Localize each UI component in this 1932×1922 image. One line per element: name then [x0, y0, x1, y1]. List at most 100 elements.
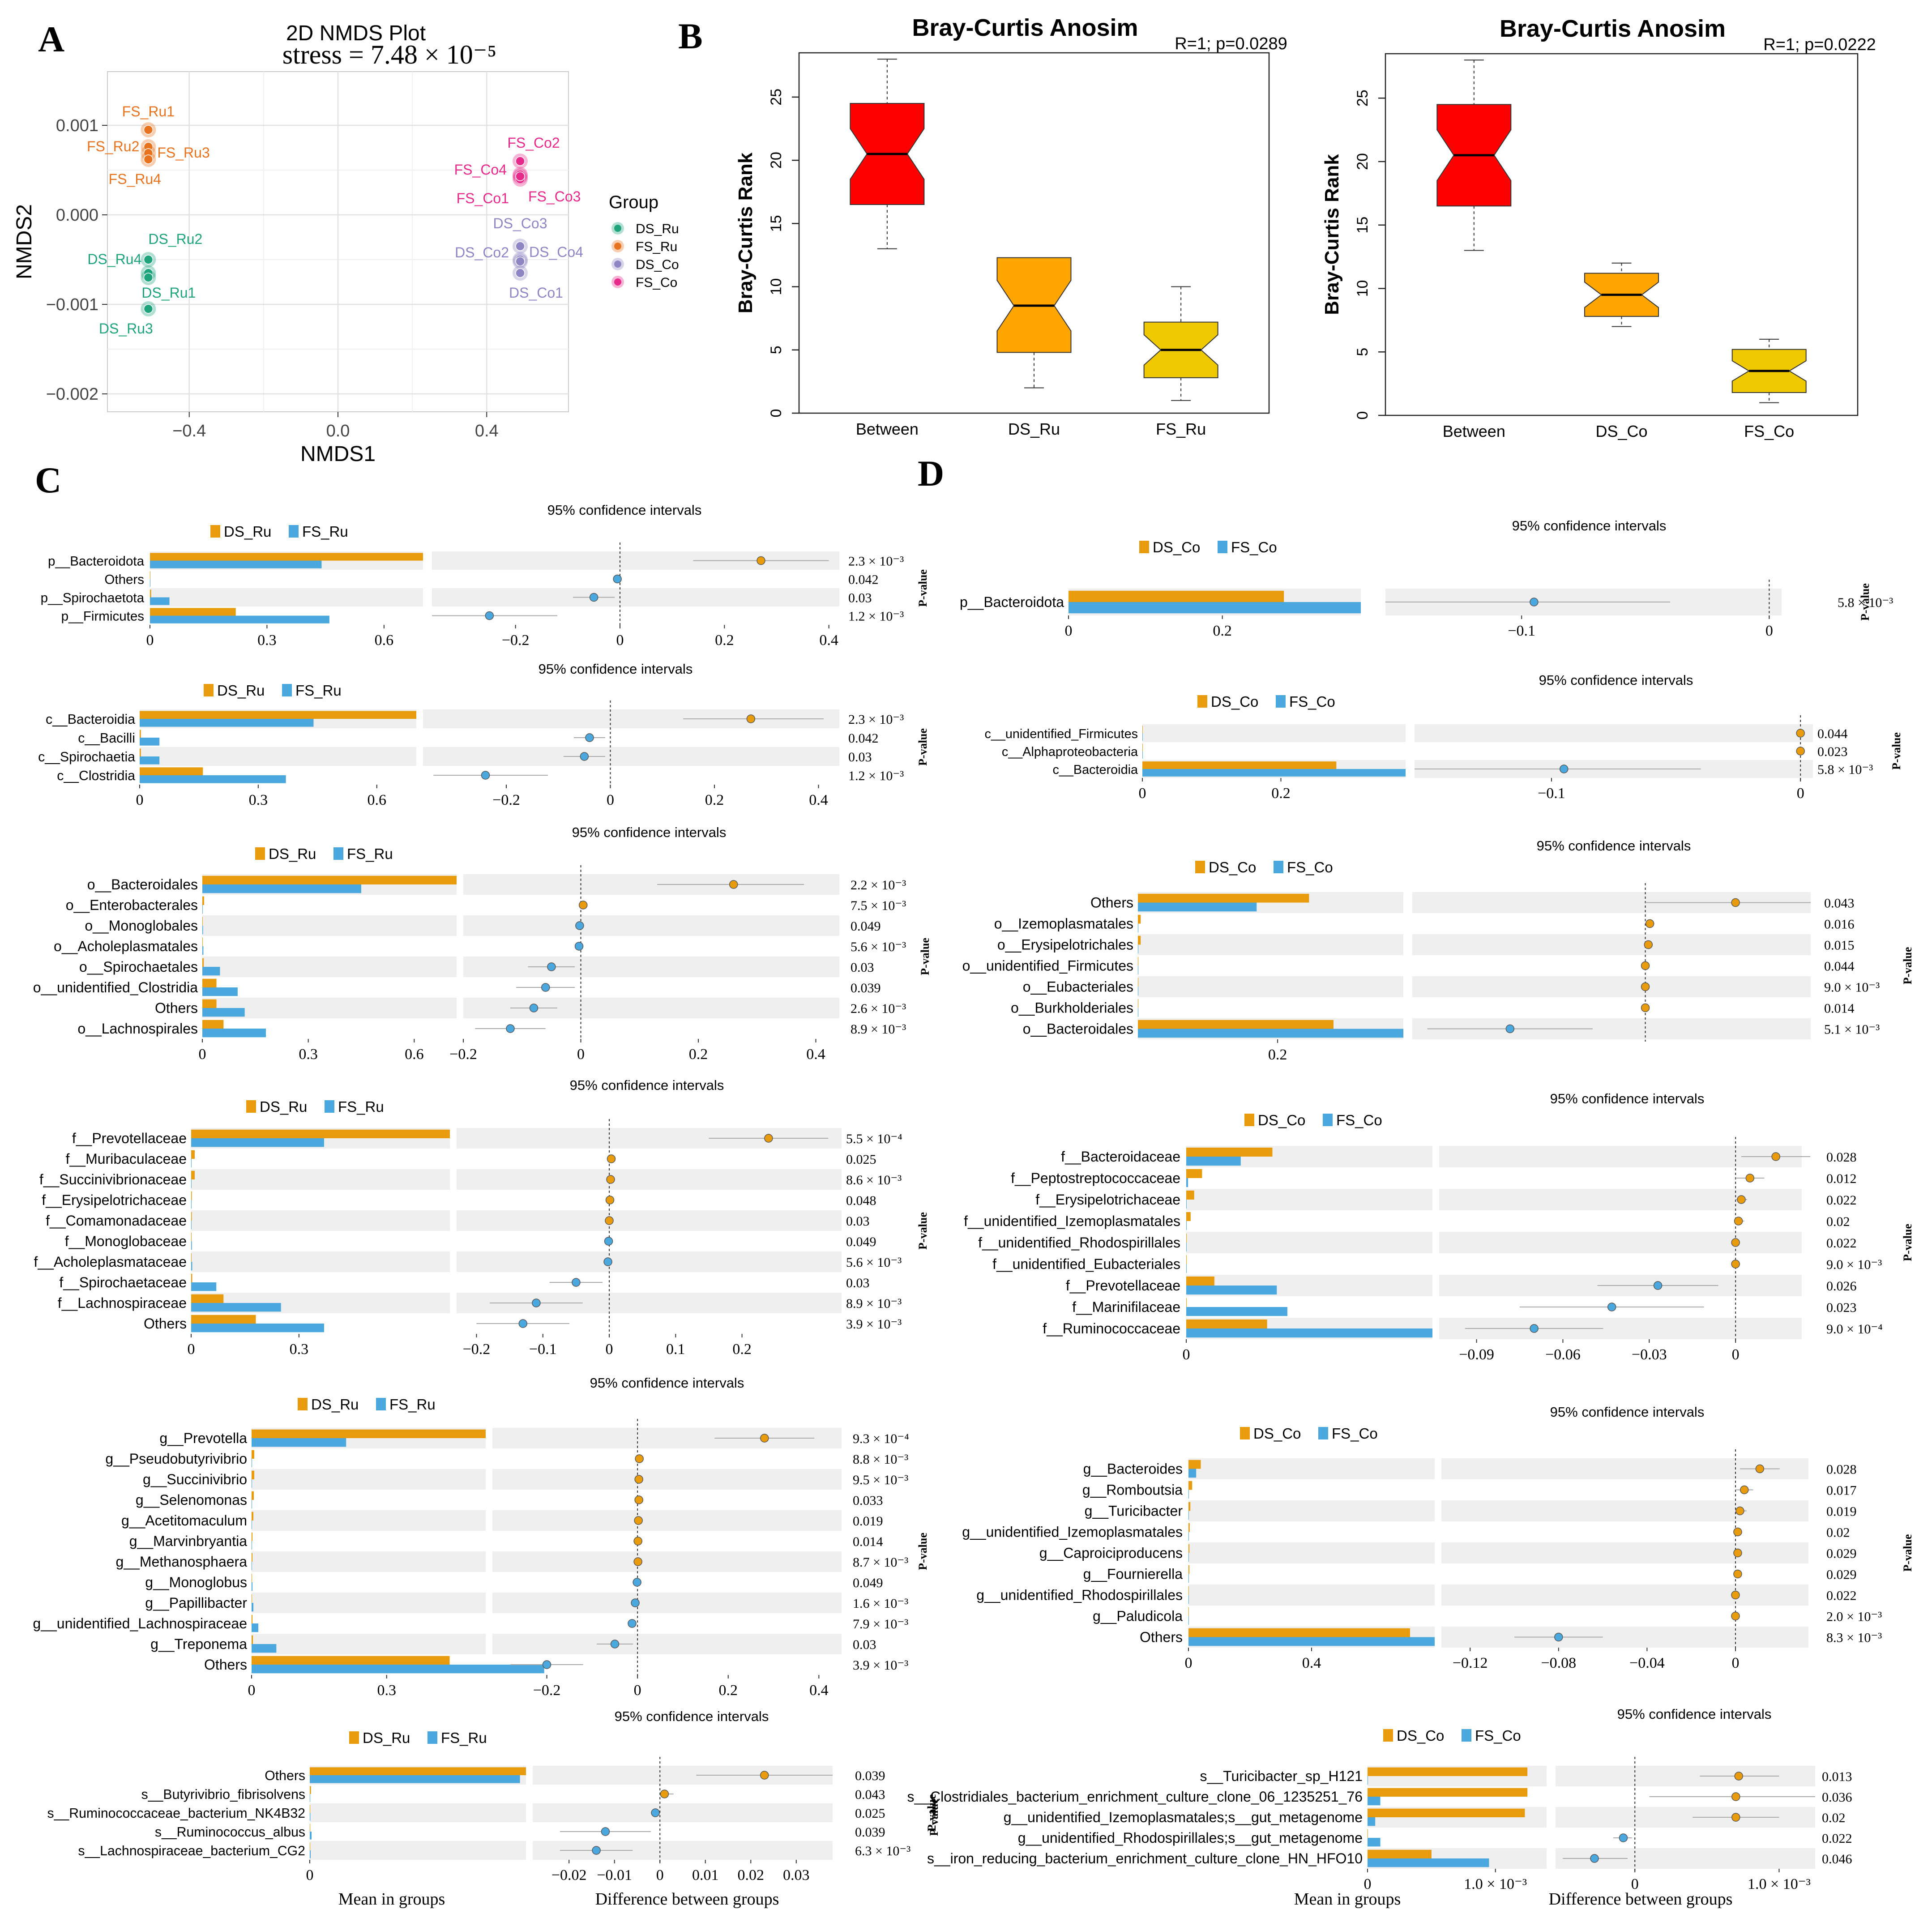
stamp-bar-b	[1188, 1511, 1189, 1520]
stamp-row-label: o__Bacteroidales	[87, 876, 198, 893]
stamp-p-value: 6.3 × 10⁻³	[855, 1844, 910, 1858]
stamp-bar-b	[202, 987, 238, 996]
stamp-bar-a	[1142, 726, 1143, 733]
stamp-row-label: o__Erysipelotrichales	[997, 937, 1133, 953]
stamp-row-bg	[140, 747, 416, 766]
stamp-mean-tick-label: 0	[1065, 623, 1073, 639]
stamp-diff-tick-label: 0.2	[719, 1682, 738, 1699]
stamp-p-value: 0.029	[1826, 1567, 1857, 1582]
stamp-bar-a	[1188, 1481, 1193, 1490]
stamp-bar-a	[1138, 914, 1141, 924]
stamp-diff-tick-label: −0.1	[1538, 785, 1565, 802]
stamp-diff-point	[592, 1846, 601, 1855]
stamp-p-value: 0.02	[1826, 1214, 1850, 1229]
stamp-bar-a	[1188, 1586, 1189, 1595]
stamp-bar-b	[1188, 1532, 1189, 1541]
stamp-bar-b	[1368, 1858, 1489, 1867]
stamp-row-bg	[1138, 976, 1403, 997]
stamp-bar-b	[202, 967, 220, 976]
stamp-chart-d3: 95% confidence intervals DS_Co FS_Co Others…	[962, 838, 1914, 1063]
stamp-diff-point	[529, 1004, 539, 1012]
stamp-row-label: o__Enterobacterales	[66, 897, 198, 913]
stamp-p-value: 0.026	[1826, 1279, 1857, 1294]
stamp-bar-a	[191, 1212, 192, 1221]
stamp-diff-point	[633, 1537, 642, 1546]
stamp-bar-b	[252, 1644, 277, 1653]
stamp-diff-point	[518, 1319, 528, 1328]
anosim-x-tick-label: FS_Ru	[1156, 420, 1206, 438]
panel-label-d: D	[918, 453, 944, 494]
stamp-diff-tick-label: −0.04	[1629, 1655, 1665, 1671]
stamp-row-label: o__Bacteroidales	[1023, 1021, 1133, 1037]
stamp-bar-b	[1188, 1490, 1189, 1499]
anosim-y-tick-label: 0	[768, 409, 785, 418]
stamp-bar-b	[140, 756, 160, 765]
stamp-row-label: c__Bacteroidia	[46, 712, 135, 727]
nmds-point-label: DS_Co4	[529, 244, 583, 260]
stamp-chart-d6: 95% confidence intervals DS_Co FS_Co s__Tur…	[907, 1706, 1852, 1892]
stamp-row-label: g__Turicibacter	[1085, 1503, 1183, 1519]
stamp-bar-a	[252, 1512, 254, 1521]
stamp-bar-a	[140, 711, 416, 719]
stamp-mean-tick-label: 0.2	[1213, 623, 1232, 639]
stamp-row-bg	[252, 1551, 486, 1572]
stamp-row-label: g__unidentified_Rhodospirillales	[976, 1587, 1183, 1603]
stamp-p-value: 2.0 × 10⁻³	[1826, 1610, 1882, 1624]
stamp-bar-a	[1138, 935, 1141, 945]
nmds-point-label: FS_Ru2	[87, 138, 139, 154]
stamp-row-bg	[1441, 1627, 1808, 1648]
stamp-bar-b	[1186, 1328, 1432, 1338]
stamp-row-bg	[533, 1803, 833, 1822]
stamp-row-label: g__Bacteroides	[1083, 1461, 1183, 1477]
stamp-legend-swatch-a	[349, 1731, 359, 1744]
stamp-mean-tick-label: 0.2	[1271, 785, 1291, 802]
stamp-diff-point	[633, 1578, 641, 1587]
stamp-diff-point	[605, 1216, 614, 1225]
stamp-diff-point	[757, 556, 765, 565]
stamp-diff-point	[760, 1434, 769, 1443]
stamp-row-bg	[1412, 976, 1811, 997]
stamp-pvalue-axis-label: P-value	[1901, 1534, 1914, 1572]
anosim-frame	[798, 52, 1270, 414]
stamp-bar-b	[1188, 1553, 1189, 1562]
anosim-ru-plot: Bray-Curtis Anosim R=1; p=0.0289 0 5 10 15 20 2…	[735, 14, 1287, 438]
panel-label-c: C	[35, 460, 61, 500]
stamp-diff-point	[1796, 729, 1805, 738]
stamp-ci-title: 95% confidence intervals	[570, 1077, 724, 1093]
stamp-diff-point	[1653, 1281, 1663, 1290]
stamp-diff-tick-label: 0.4	[819, 632, 838, 649]
stamp-diff-point	[634, 1516, 643, 1525]
stamp-mean-tick-label: 0	[248, 1682, 256, 1699]
stamp-row-bg	[1439, 1232, 1802, 1253]
stamp-row-label: g__Papillibacter	[145, 1595, 247, 1611]
stamp-p-value: 2.6 × 10⁻³	[851, 1001, 906, 1016]
stamp-diff-tick-label: 0.4	[806, 1046, 825, 1063]
stamp-row-label: f__unidentified_Rhodospirillales	[978, 1234, 1180, 1251]
stamp-diff-tick-label: 0	[606, 1341, 613, 1358]
stamp-row-label: c__Bacteroidia	[1053, 763, 1138, 777]
stamp-bar-b	[1138, 902, 1257, 912]
stamp-row-label: s__Lachnospiraceae_bacterium_CG2	[78, 1844, 305, 1858]
stamp-diff-point	[579, 901, 588, 910]
stamp-chart-c4: 95% confidence intervals DS_Ru FS_Ru f__Pre…	[34, 1077, 929, 1358]
stamp-diff-tick-label: 0	[1765, 623, 1773, 639]
stamp-p-value: 1.6 × 10⁻³	[853, 1596, 908, 1611]
stamp-diff-tick-label: 0	[607, 792, 614, 808]
nmds-x-tick-label: 0.4	[475, 422, 499, 440]
stamp-row-label: g__Pseudobutyrivibrio	[105, 1451, 247, 1467]
stamp-diff-point	[1796, 747, 1805, 756]
stamp-row-label: f__unidentified_Eubacteriales	[992, 1256, 1180, 1272]
stamp-bar-a	[202, 999, 217, 1008]
stamp-pvalue-axis-label: P-value	[1901, 1224, 1914, 1261]
stamp-bar-a	[202, 1020, 224, 1029]
stamp-bar-b	[1368, 1817, 1376, 1826]
stamp-p-value: 0.049	[846, 1234, 876, 1249]
stamp-legend-swatch-b	[1323, 1114, 1333, 1126]
nmds-point-label: FS_Co1	[457, 190, 509, 206]
stamp-p-value: 8.9 × 10⁻³	[851, 1022, 906, 1037]
nmds-legend-title: Group	[609, 192, 658, 212]
stamp-diff-point	[660, 1790, 669, 1798]
nmds-y-tick-label: −0.001	[46, 295, 98, 314]
stamp-mean-tick-label: 0.6	[405, 1046, 424, 1063]
stamp-row-label: c__unidentified_Firmicutes	[984, 727, 1138, 741]
